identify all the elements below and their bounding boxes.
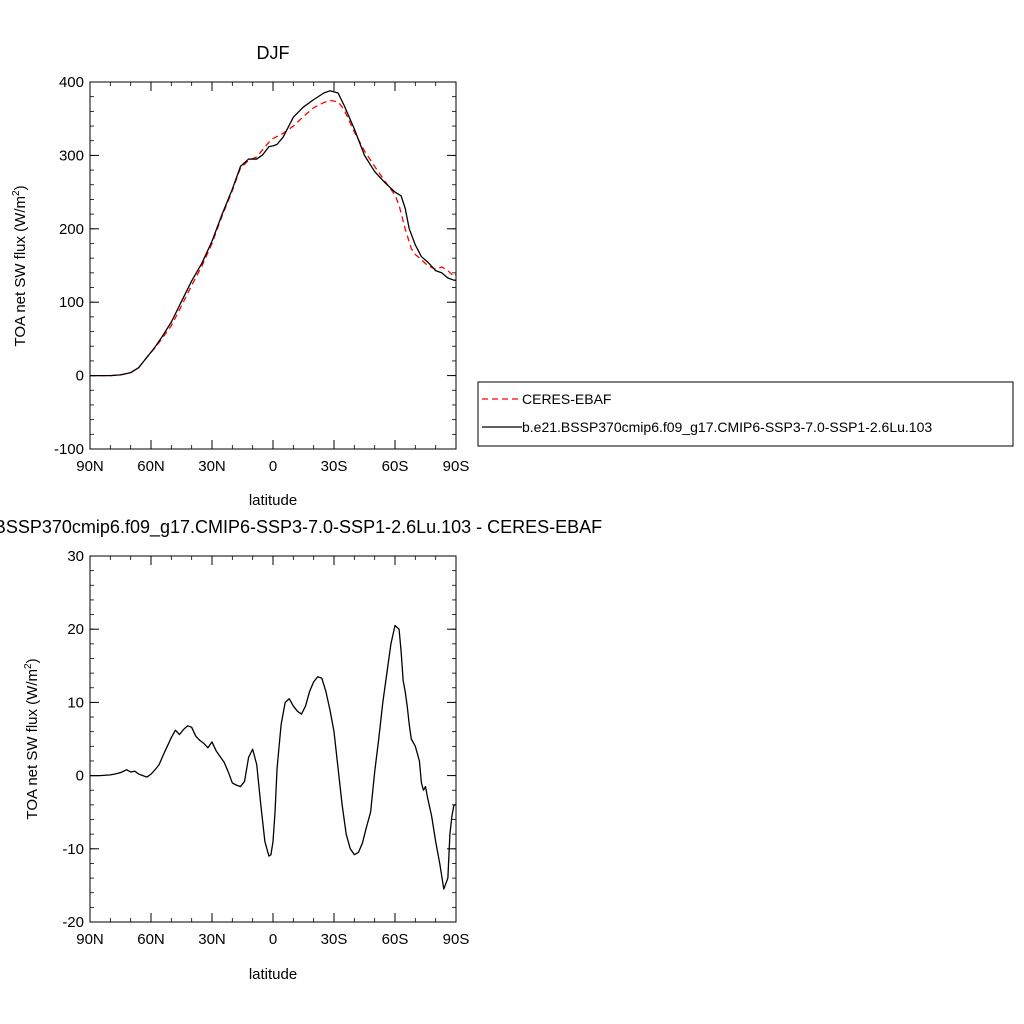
top-xtick-label: 90N: [76, 458, 104, 475]
top-series-1: [90, 90, 456, 377]
bottom-xtick-label: 90S: [443, 931, 470, 948]
bottom-series-0: [90, 624, 456, 890]
legend-label-ceres: CERES-EBAF: [522, 391, 611, 407]
top-xtick-label: 90S: [443, 458, 470, 475]
top-plot-area: 90N 60N 30N 0 30S 60S 90S -100 0 100 200 300 400: [54, 74, 469, 475]
panel-top: DJF TOA net SW flux (W/m2) latitude 90N 6…: [11, 43, 469, 509]
top-frame: [89, 81, 457, 450]
bottom-ytick-label: 0: [76, 768, 84, 785]
top-x-axis-label: latitude: [249, 492, 297, 509]
top-ytick-label: 300: [59, 147, 84, 164]
legend-label-model: b.e21.BSSP370cmip6.f09_g17.CMIP6-SSP3-7.…: [522, 419, 932, 435]
bottom-xtick-label: 0: [269, 931, 277, 948]
bottom-xtick-label: 90N: [76, 931, 104, 948]
top-xtick-label: 30S: [321, 458, 348, 475]
top-xtick-label: 30N: [198, 458, 226, 475]
legend: CERES-EBAF b.e21.BSSP370cmip6.f09_g17.CM…: [477, 381, 1014, 447]
top-xtick-label: 60N: [137, 458, 165, 475]
bottom-ytick-label: 20: [67, 621, 84, 638]
bottom-xtick-label: 30S: [321, 931, 348, 948]
bottom-x-axis-label: latitude: [249, 966, 297, 983]
top-title: DJF: [257, 43, 290, 63]
top-xtick-label: 0: [269, 458, 277, 475]
top-y-axis-label: TOA net SW flux (W/m2): [11, 185, 29, 346]
bottom-xtick-label: 30N: [198, 931, 226, 948]
top-ytick-label: -100: [54, 441, 84, 458]
bottom-plot-area: 90N 60N 30N 0 30S 60S 90S -20 -10 0 10 20 30: [62, 548, 469, 948]
legend-box: [477, 381, 1014, 447]
panel-bottom: b.e21.BSSP370cmip6.f09_g17.CMIP6-SSP3-7.…: [0, 517, 602, 983]
top-series-0: [90, 99, 457, 377]
bottom-title: b.e21.BSSP370cmip6.f09_g17.CMIP6-SSP3-7.…: [0, 517, 602, 538]
top-ytick-label: 100: [59, 294, 84, 311]
top-xtick-label: 60S: [382, 458, 409, 475]
bottom-xtick-label: 60S: [382, 931, 409, 948]
bottom-frame: [89, 555, 457, 923]
top-ytick-label: 400: [59, 74, 84, 91]
bottom-ytick-label: -10: [62, 841, 84, 858]
bottom-y-axis-label: TOA net SW flux (W/m2): [23, 658, 41, 819]
top-ytick-label: 200: [59, 221, 84, 238]
bottom-ytick-label: -20: [62, 914, 84, 931]
bottom-ytick-label: 30: [67, 548, 84, 565]
bottom-ytick-label: 10: [67, 694, 84, 711]
bottom-xtick-label: 60N: [137, 931, 165, 948]
top-ytick-label: 0: [76, 368, 84, 385]
